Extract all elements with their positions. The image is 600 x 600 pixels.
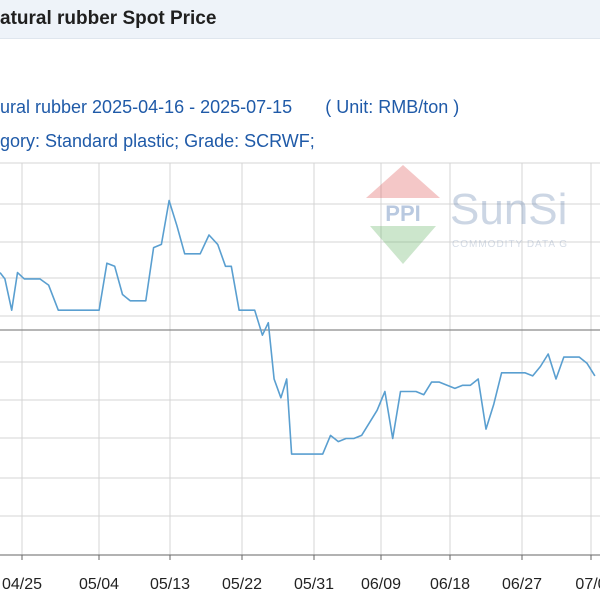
- series-layer: [0, 199, 596, 455]
- x-tick-label: 05/04: [79, 576, 119, 593]
- logo-text: PPI: [385, 201, 420, 226]
- x-tick-label: 04/25: [2, 576, 42, 593]
- page-title: atural rubber Spot Price: [0, 8, 217, 29]
- unit-label: ( Unit: RMB/ton ): [325, 97, 460, 117]
- logo-base-icon: [370, 226, 436, 264]
- title-bar: atural rubber Spot Price: [0, 0, 600, 39]
- chart-subtitle-line2: gory: Standard plastic; Grade: SCRWF;: [0, 131, 315, 151]
- x-tick-label: 06/09: [361, 576, 401, 593]
- commodity-date-range: ural rubber 2025-04-16 - 2025-07-15: [0, 97, 293, 117]
- x-tick-label: 05/22: [222, 576, 262, 593]
- x-axis-ticks: 04/25 05/04 05/13 05/22 05/31 06/09 06/18 06/27…: [2, 555, 600, 593]
- x-tick-label: 06/18: [430, 576, 470, 593]
- watermark-brand: SunSi: [450, 185, 567, 234]
- watermark-logo: PPI SunSi COMMODITY DATA G: [366, 165, 568, 264]
- x-tick-label: 06/27: [502, 576, 542, 593]
- watermark-tagline: COMMODITY DATA G: [452, 239, 568, 250]
- x-tick-label: 07/0: [575, 576, 600, 593]
- watermark: PPI SunSi COMMODITY DATA G: [366, 165, 568, 264]
- grid-layer: [0, 162, 600, 556]
- x-tick-label: 05/13: [150, 576, 190, 593]
- x-tick-label: 05/31: [294, 576, 334, 593]
- logo-roof-icon: [366, 165, 440, 198]
- chart-subtitle-line1: ural rubber 2025-04-16 - 2025-07-15 ( Un…: [0, 97, 459, 118]
